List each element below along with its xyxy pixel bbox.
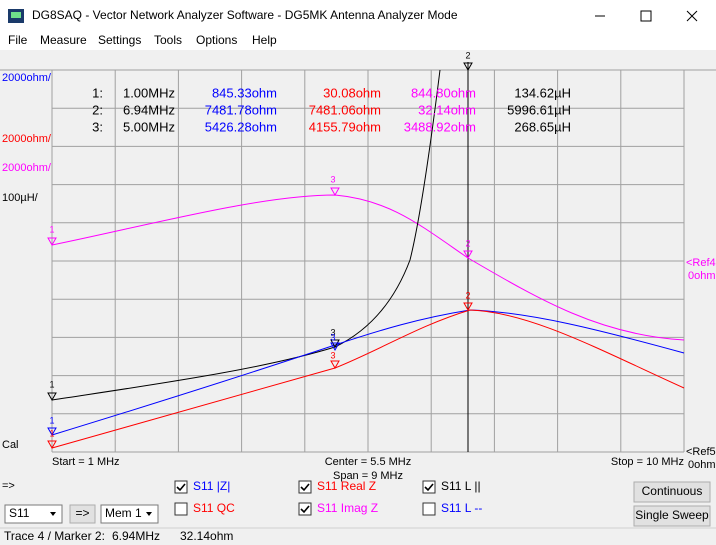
window-title: DG8SAQ - Vector Network Analyzer Softwar… — [32, 8, 458, 22]
checkbox-label: S11 L || — [441, 479, 481, 493]
marker-tag: 1 — [49, 415, 54, 425]
marker-cell: 5996.61µH — [507, 102, 571, 117]
copy-button-label: => — [75, 506, 89, 520]
marker-cell: 134.62µH — [514, 85, 571, 100]
scale-label: 100µH/ — [2, 192, 39, 204]
checkbox[interactable] — [298, 480, 312, 494]
marker-cell: 32.14ohm — [418, 102, 476, 117]
ref-label: <Ref5 — [686, 446, 716, 458]
checkbox[interactable] — [422, 480, 436, 494]
checkbox[interactable] — [298, 502, 312, 516]
checkbox-label: S11 Real Z — [317, 479, 376, 493]
ref-label: <Ref4 — [686, 257, 716, 269]
checkbox-label: S11 |Z| — [193, 479, 230, 493]
marker-tag: 1 — [49, 428, 54, 438]
marker-triangles — [47, 62, 473, 450]
marker-cell: 7481.06ohm — [309, 102, 381, 117]
start-label: Start = 1 MHz — [52, 456, 120, 468]
checkbox-label: S11 Imag Z — [317, 501, 378, 515]
copy-button[interactable] — [69, 504, 96, 524]
status-text: 32.14ohm — [180, 529, 233, 543]
status-text: Trace 4 / Marker 2: — [4, 529, 105, 543]
center-label: Center = 5.5 MHz — [325, 456, 412, 468]
marker-table: 1: 1.00MHz 845.33ohm 30.08ohm 844.80ohm 134.6… — [92, 85, 571, 134]
dropdown-arrow — [50, 512, 56, 516]
arrow-label: => — [2, 480, 15, 492]
checkmark — [176, 483, 186, 492]
marker-tag: 3 — [330, 174, 335, 184]
app-icon-screen — [11, 12, 21, 18]
stop-label: Stop = 10 MHz — [611, 456, 684, 468]
marker-tag: 3 — [330, 327, 335, 337]
marker-cell: 3488.92ohm — [404, 119, 476, 134]
continuous-button-label: Continuous — [642, 484, 703, 498]
marker-cell: 7481.78ohm — [205, 102, 277, 117]
marker-cell: 6.94MHz — [123, 102, 175, 117]
trace-abs-z — [51, 309, 685, 436]
checkbox-label: S11 QC — [193, 501, 235, 515]
ref-label: 0ohm — [688, 270, 716, 282]
marker-cell: 5426.28ohm — [205, 119, 277, 134]
marker-cell: 3: — [92, 119, 103, 134]
marker-cell: 1: — [92, 85, 103, 100]
checkbox-label: S11 L -- — [441, 501, 482, 515]
menu-item[interactable]: Settings — [98, 33, 141, 47]
menu-bar — [0, 32, 716, 50]
marker-tag: 3 — [330, 332, 335, 342]
marker-cell: 845.33ohm — [212, 85, 277, 100]
maximize-button[interactable] — [640, 10, 652, 22]
memory-select-value: Mem 1 — [105, 506, 142, 520]
memory-select[interactable] — [100, 504, 159, 524]
scale-label: 2000ohm/ — [2, 133, 52, 145]
span-label: Span = 9 MHz — [333, 470, 403, 482]
trace-select-value: S11 — [9, 506, 30, 520]
trace-l — [51, 69, 441, 401]
marker-cell: 2: — [92, 102, 103, 117]
close-button[interactable] — [686, 10, 698, 22]
continuous-button[interactable] — [633, 481, 711, 503]
menu-item[interactable]: Measure — [40, 33, 87, 47]
marker-cell: 268.65µH — [514, 119, 571, 134]
grid — [51, 69, 685, 453]
checkbox[interactable] — [422, 502, 436, 516]
checkmark — [424, 483, 434, 492]
marker-cell: 5.00MHz — [123, 119, 175, 134]
scale-label: 2000ohm/ — [2, 162, 52, 174]
dropdown-arrow — [146, 512, 152, 516]
menu-item[interactable]: Help — [252, 33, 277, 47]
checkbox[interactable] — [174, 502, 188, 516]
marker-cell: 1.00MHz — [123, 85, 175, 100]
marker-cell: 30.08ohm — [323, 85, 381, 100]
marker-tag: 1 — [49, 224, 54, 234]
marker-tag: 2 — [465, 290, 470, 300]
cal-label: Cal — [2, 439, 19, 451]
trace-real-z — [51, 309, 685, 449]
scale-label: 2000ohm/ — [2, 72, 52, 84]
status-text: 6.94MHz — [112, 529, 160, 543]
marker-tag: 2 — [465, 50, 470, 60]
marker-cell: 4155.79ohm — [309, 119, 381, 134]
marker-tag: 3 — [330, 350, 335, 360]
marker-tag: 2 — [465, 238, 470, 248]
single-sweep-button[interactable] — [633, 505, 711, 527]
trace-select[interactable] — [4, 504, 63, 524]
menu-item[interactable]: Options — [196, 33, 237, 47]
menu-item[interactable]: Tools — [154, 33, 182, 47]
checkmark — [300, 483, 310, 492]
trace-checkboxes: S11 |Z| S11 QC S11 Real Z S11 Imag Z S11 L |… — [174, 479, 482, 516]
checkbox[interactable] — [174, 480, 188, 494]
trace-imag-z — [51, 194, 685, 341]
single-sweep-button-label: Single Sweep — [635, 508, 709, 522]
menu-item[interactable]: File — [8, 33, 28, 47]
ref-label: 0ohm — [688, 459, 716, 471]
checkmark — [300, 505, 310, 514]
marker-tag: 1 — [49, 379, 54, 389]
marker-cell: 844.80ohm — [411, 85, 476, 100]
